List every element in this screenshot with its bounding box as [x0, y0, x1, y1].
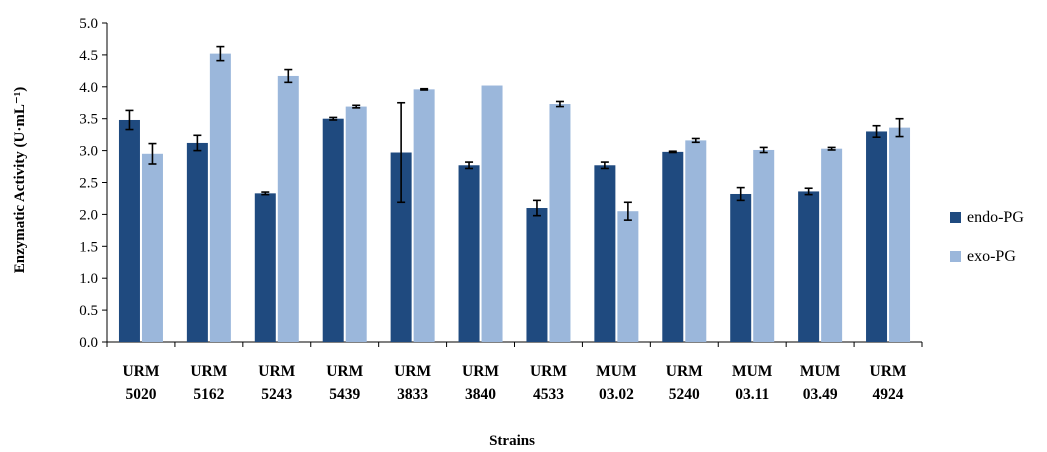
x-tick-label: URM — [190, 363, 227, 380]
y-axis-title-group: Enzymatic Activity (U·mL⁻¹) — [12, 87, 28, 274]
x-tick-label: URM — [462, 363, 499, 380]
bar-endo-pg — [662, 151, 684, 342]
bar-exo-pg — [481, 85, 503, 343]
bar-exo-pg — [413, 89, 435, 343]
x-tick-label: 5162 — [193, 386, 224, 403]
x-tick-label: 3833 — [397, 386, 428, 403]
y-tick-label: 4.5 — [79, 48, 98, 64]
x-tick-label: 5240 — [669, 386, 700, 403]
legend: endo-PG exo-PG — [950, 209, 1024, 265]
x-tick-label: 4924 — [873, 386, 904, 403]
legend-swatch — [950, 251, 961, 262]
y-tick-label: 0.0 — [79, 335, 98, 351]
bar-endo-pg — [458, 165, 480, 342]
y-tick-label: 1.0 — [79, 271, 98, 287]
bar-endo-pg — [118, 119, 140, 342]
x-tick-label: 3840 — [465, 386, 496, 403]
x-tick-label: MUM — [596, 363, 637, 380]
bar-exo-pg — [617, 211, 639, 342]
bar-exo-pg — [889, 127, 911, 342]
bar-endo-pg — [254, 193, 276, 342]
x-tick-label: 03.02 — [599, 386, 634, 403]
y-tick-label: 5.0 — [79, 16, 98, 32]
x-tick-label: URM — [394, 363, 431, 380]
y-axis-title: Enzymatic Activity (U·mL⁻¹) — [12, 87, 28, 274]
y-tick-label: 2.0 — [79, 207, 98, 223]
bar-endo-pg — [322, 118, 344, 342]
bar-exo-pg — [821, 148, 843, 342]
x-tick-label: URM — [666, 363, 703, 380]
bar-endo-pg — [390, 152, 412, 342]
x-tick-label: URM — [326, 363, 363, 380]
bar-exo-pg — [549, 104, 571, 342]
bar-exo-pg — [141, 153, 163, 342]
x-tick-label: 03.49 — [803, 386, 838, 403]
bar-exo-pg — [277, 75, 299, 342]
plot-area: 0.0 0.5 1.0 1.5 2.0 2.5 3.0 3.5 4.0 4.5 5.0 URM 5020… — [79, 16, 923, 403]
bar-endo-pg — [730, 193, 752, 342]
bar-exo-pg — [209, 53, 231, 343]
y-tick-label: 0.5 — [79, 303, 98, 319]
x-tick-label: MUM — [732, 363, 773, 380]
x-tick-label: 5243 — [261, 386, 292, 403]
x-tick-label: URM — [530, 363, 567, 380]
x-tick-label: 5439 — [329, 386, 360, 403]
legend-swatch — [950, 212, 961, 223]
x-tick-label: URM — [122, 363, 159, 380]
x-axis-title: Strains — [489, 433, 535, 449]
y-tick-label: 4.0 — [79, 80, 98, 96]
bar-endo-pg — [866, 131, 888, 342]
x-tick-label: 5020 — [125, 386, 156, 403]
legend-label: endo-PG — [967, 209, 1024, 226]
bar-endo-pg — [798, 191, 820, 342]
x-tick-label: URM — [870, 363, 907, 380]
bar-exo-pg — [685, 140, 707, 342]
y-tick-label: 2.5 — [79, 176, 98, 192]
x-tick-label: 03.11 — [735, 386, 769, 403]
x-tick-label: URM — [258, 363, 295, 380]
bar-endo-pg — [526, 208, 548, 342]
x-tick-label: MUM — [800, 363, 841, 380]
legend-label: exo-PG — [967, 248, 1016, 265]
y-tick-label: 3.5 — [79, 112, 98, 128]
bar-endo-pg — [594, 165, 616, 342]
y-tick-label: 3.0 — [79, 144, 98, 160]
x-tick-label: 4533 — [533, 386, 564, 403]
bar-exo-pg — [345, 106, 367, 342]
bar-exo-pg — [753, 149, 775, 342]
y-tick-label: 1.5 — [79, 239, 98, 255]
bar-endo-pg — [186, 142, 208, 342]
